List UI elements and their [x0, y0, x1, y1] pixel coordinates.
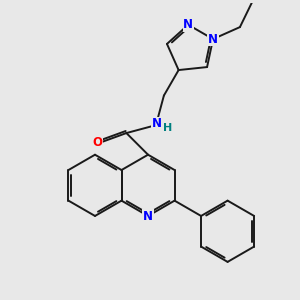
Text: N: N: [152, 118, 162, 130]
Text: H: H: [163, 123, 172, 133]
Text: N: N: [208, 33, 218, 46]
Text: O: O: [93, 136, 103, 149]
Text: N: N: [183, 18, 193, 31]
Text: N: N: [143, 210, 153, 223]
